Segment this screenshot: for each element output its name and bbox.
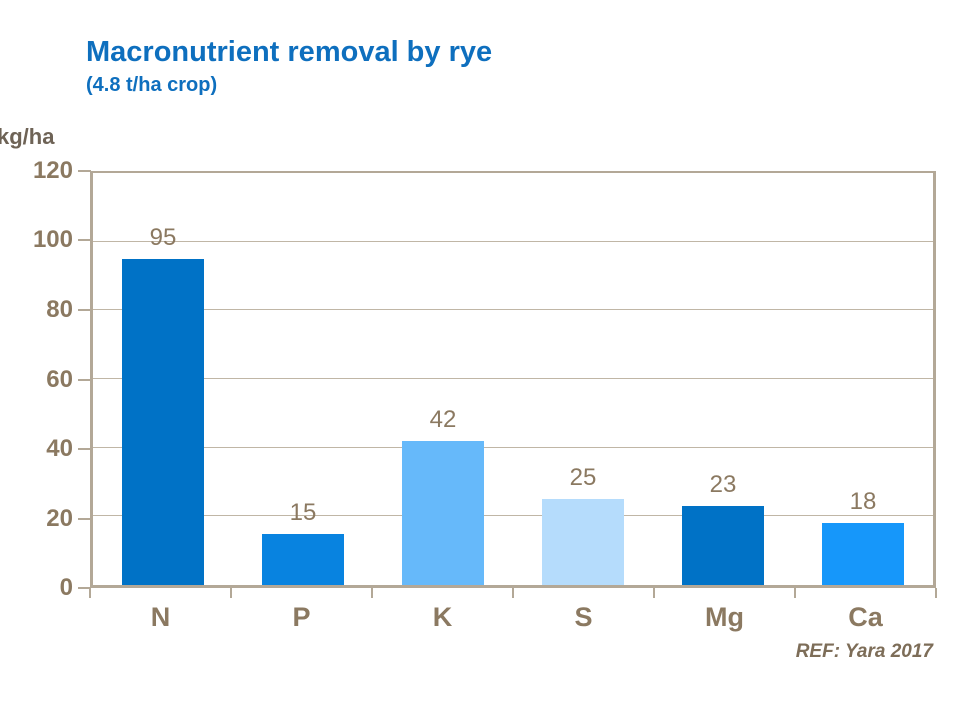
gridline-40 <box>93 446 933 448</box>
reference-note: REF: Yara 2017 <box>795 641 933 662</box>
bar-K <box>402 440 484 585</box>
gridline-80 <box>93 309 933 311</box>
bar-slot-P: 15 <box>233 173 373 585</box>
bar-N <box>122 258 204 585</box>
gridline-100 <box>93 240 933 242</box>
bar-value-label-S: 25 <box>569 464 597 492</box>
x-tick-mark-4 <box>652 588 655 598</box>
bar-Ca <box>822 523 904 585</box>
x-category-label-S: S <box>574 602 593 632</box>
bar-Mg <box>682 506 764 585</box>
bar-value-label-K: 42 <box>429 405 457 433</box>
y-tick-label-40: 40 <box>46 434 73 462</box>
x-category-label-N: N <box>150 602 171 632</box>
y-tick-label-60: 60 <box>46 365 73 393</box>
bar-slot-N: 95 <box>93 173 233 585</box>
chart-title-block: Macronutrient removal by rye (4.8 t/ha c… <box>86 36 492 97</box>
y-axis-unit-label: kg/ha <box>0 124 55 149</box>
x-category-label-P: P <box>292 602 311 632</box>
y-tick-mark-100 <box>78 239 91 242</box>
bar-S <box>542 499 624 585</box>
chart-title: Macronutrient removal by rye <box>86 36 493 68</box>
y-tick-mark-20 <box>78 517 91 520</box>
y-tick-mark-120 <box>78 170 91 172</box>
y-tick-mark-60 <box>78 378 91 381</box>
x-tick-mark-5 <box>794 588 796 598</box>
y-tick-label-0: 0 <box>59 574 73 601</box>
y-tick-label-120: 120 <box>32 157 73 184</box>
bar-P <box>262 533 344 585</box>
y-tick-label-80: 80 <box>46 295 73 323</box>
y-tick-mark-0 <box>78 587 91 589</box>
x-tick-mark-2 <box>370 588 373 598</box>
bar-slot-K: 42 <box>373 173 513 585</box>
bar-slot-S: 25 <box>513 173 653 585</box>
x-tick-mark-6 <box>935 588 937 598</box>
gridline-20 <box>93 515 933 517</box>
y-tick-mark-80 <box>78 308 91 311</box>
x-tick-mark-0 <box>89 588 91 598</box>
x-axis-category-labels: N P K S Mg Ca <box>90 602 936 633</box>
bar-value-label-N: 95 <box>149 223 177 251</box>
bar-slot-Mg: 23 <box>653 173 793 585</box>
y-tick-label-100: 100 <box>32 226 73 254</box>
bars-row: 95 15 42 25 23 18 <box>93 173 933 585</box>
x-category-label-Ca: Ca <box>848 602 883 632</box>
bar-value-label-Mg: 23 <box>709 471 737 499</box>
bar-value-label-P: 15 <box>289 498 317 526</box>
y-tick-mark-40 <box>78 447 91 450</box>
gridline-60 <box>93 378 933 379</box>
x-tick-mark-1 <box>229 588 232 598</box>
y-tick-label-20: 20 <box>46 504 73 532</box>
x-tick-mark-3 <box>512 588 514 598</box>
bar-slot-Ca: 18 <box>793 173 933 585</box>
x-category-label-Mg: Mg <box>705 602 744 632</box>
bar-value-label-Ca: 18 <box>849 488 877 516</box>
plot-area: 95 15 42 25 23 18 <box>90 171 936 588</box>
plot-wrap: 95 15 42 25 23 18 0 20 40 60 80 100 120 N P K S Mg Ca <box>33 157 937 632</box>
chart-subtitle: (4.8 t/ha crop) <box>86 74 218 97</box>
x-category-label-K: K <box>432 602 453 632</box>
